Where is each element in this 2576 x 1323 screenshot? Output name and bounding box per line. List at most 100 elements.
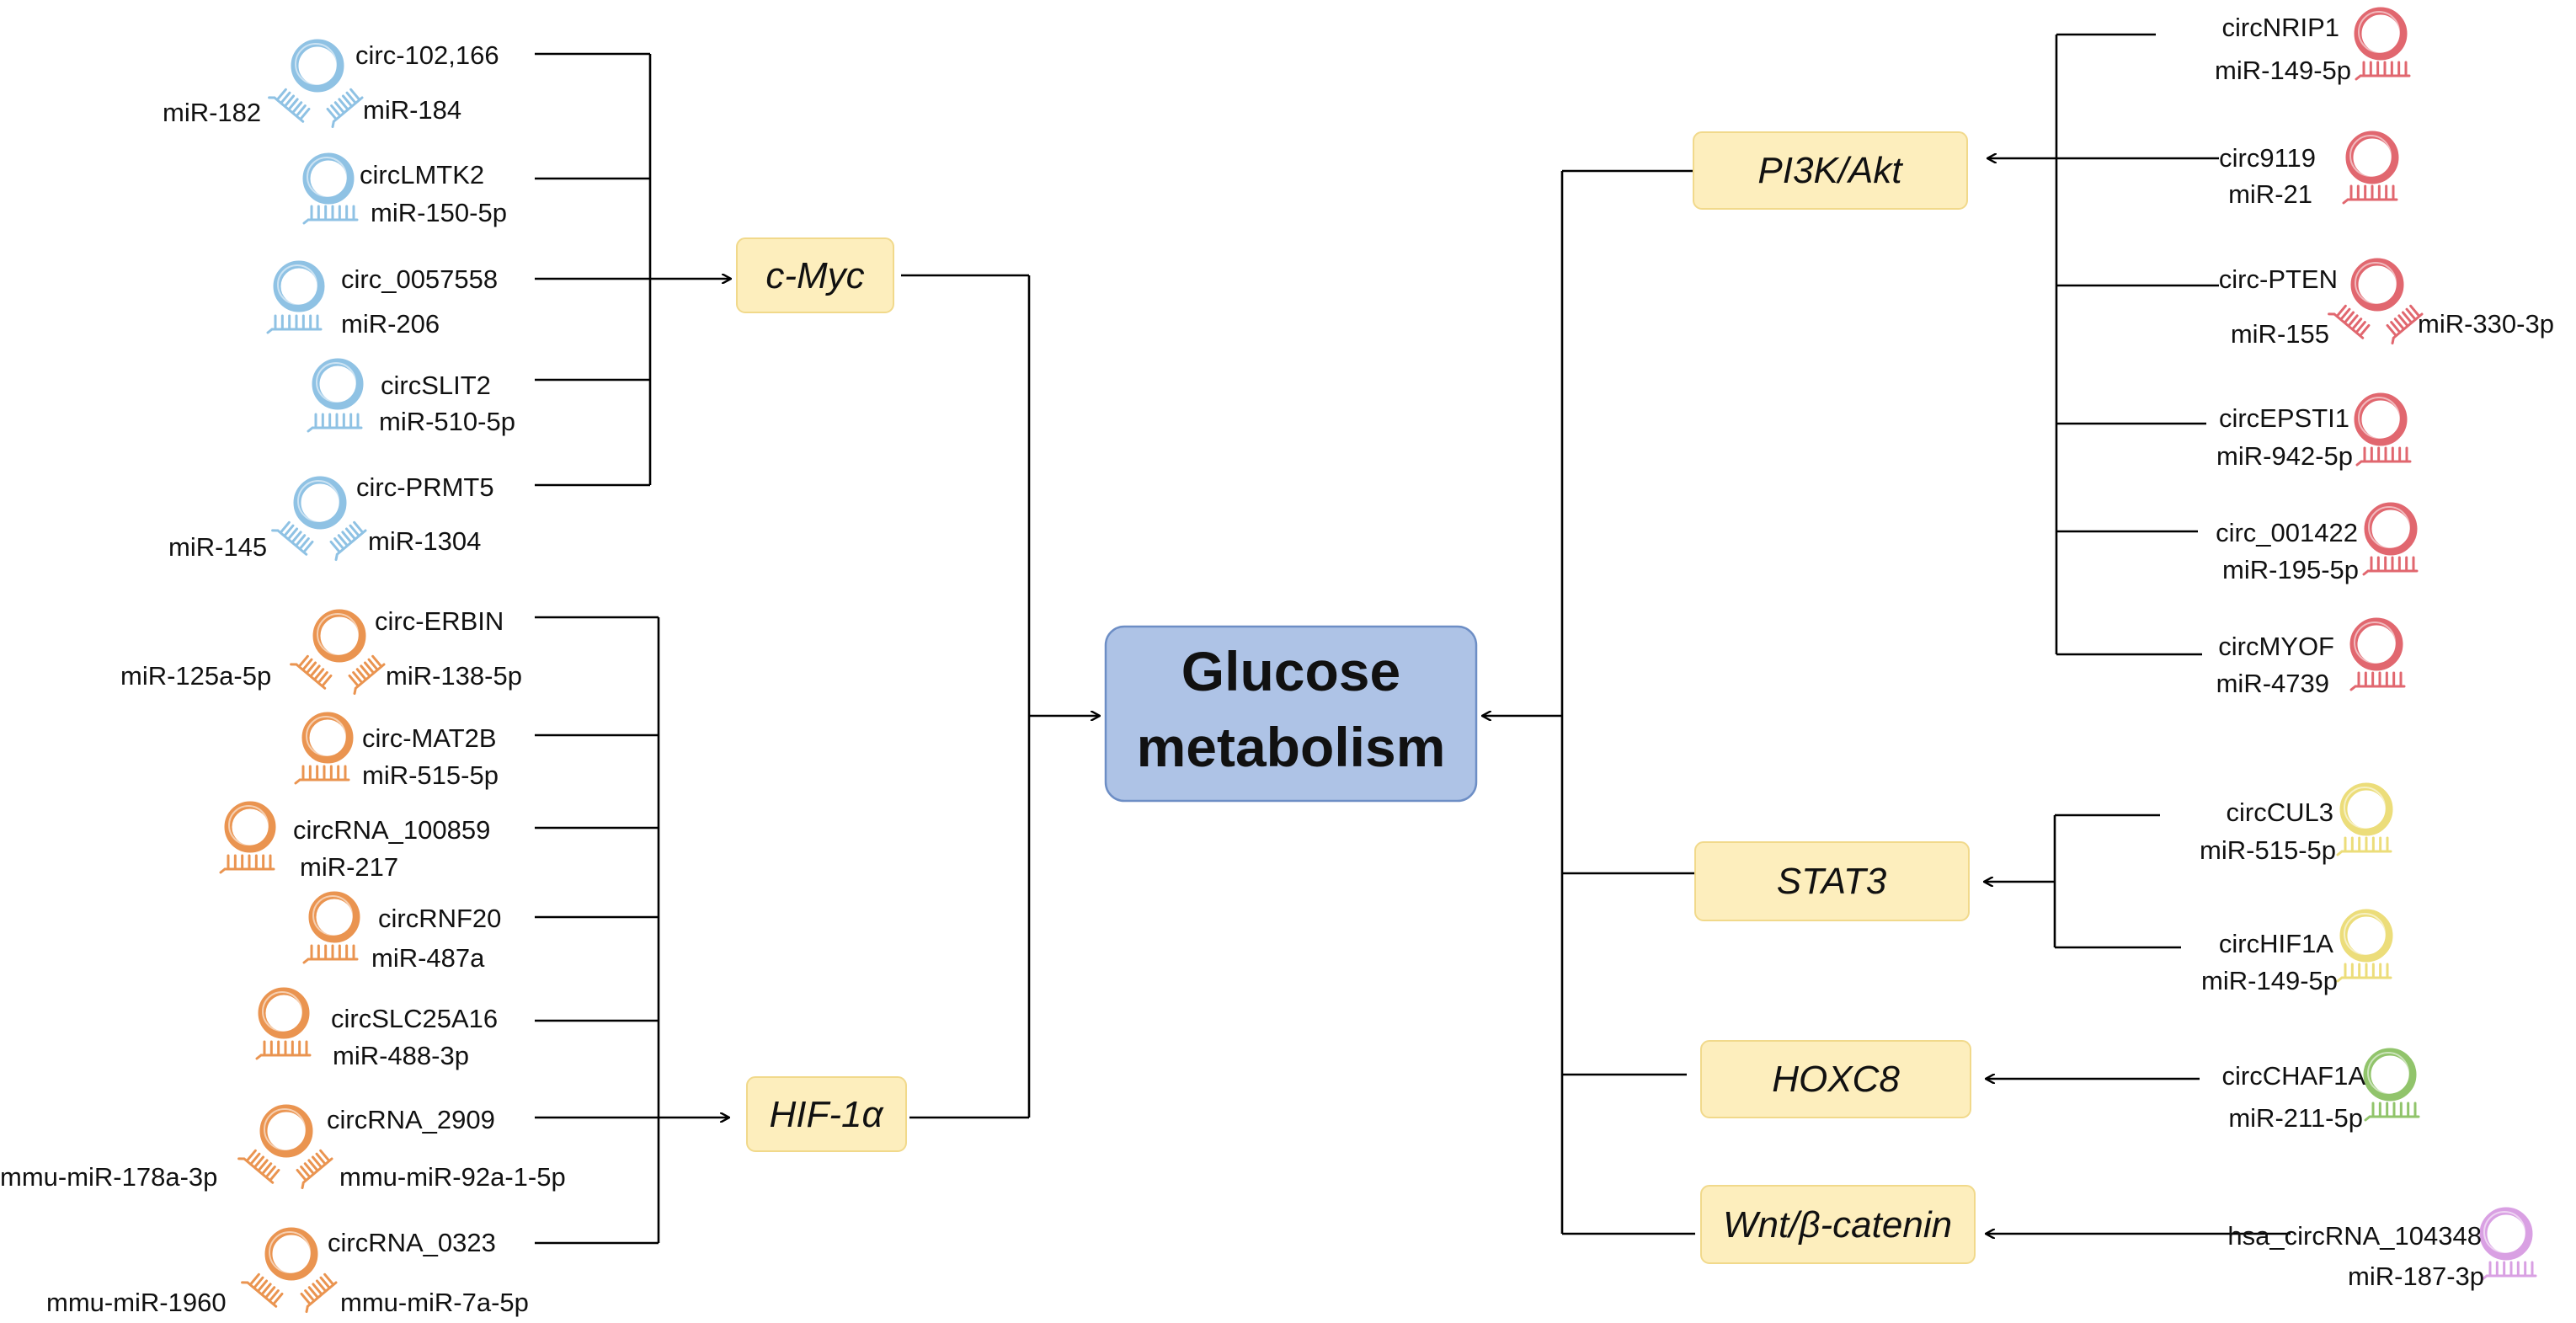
mirna-label: mmu-miR-92a-1-5p	[339, 1162, 566, 1192]
circrna-ring-icon	[2345, 131, 2399, 184]
circrna-ring-icon	[312, 358, 364, 410]
mirna-comb-icon	[219, 854, 275, 874]
mirna-comb-icon	[255, 1040, 312, 1060]
mirna-comb-icon	[2362, 556, 2419, 576]
circ-label: circ-PTEN	[2219, 264, 2338, 294]
circ-label: circ_001422	[2216, 518, 2358, 547]
mirna-label: miR-1304	[368, 526, 481, 556]
mirna-comb-icon	[2386, 304, 2424, 345]
mirna-comb-icon	[290, 654, 333, 690]
circrna-ring-icon	[2363, 1048, 2417, 1102]
mirna-comb-icon	[2355, 61, 2411, 81]
circrna-ring-icon	[301, 712, 354, 764]
center-label-line1: Glucose	[1181, 640, 1400, 702]
mirna-label: miR-149-5p	[2201, 966, 2338, 995]
circ-label: hsa_circRNA_104348	[2227, 1221, 2482, 1251]
mirna-label: miR-515-5p	[362, 760, 499, 790]
mirna-label: miR-488-3p	[333, 1041, 469, 1070]
mirna-label: mmu-miR-178a-3p	[0, 1162, 217, 1192]
circrna-ring-icon	[308, 891, 360, 943]
pathway-stat3-label: STAT3	[1777, 861, 1887, 902]
mirna-comb-icon	[268, 88, 311, 123]
mirna-comb-icon	[300, 1272, 338, 1314]
circrna-ring-icon	[302, 152, 355, 205]
pathway-wnt-label: Wnt/β-catenin	[1723, 1204, 1952, 1246]
mirna-label: miR-150-5p	[371, 198, 507, 227]
circ-group-cmyc: circ-102,166 miR-182 miR-184 circLMTK2 m…	[163, 39, 515, 562]
mirna-comb-icon	[294, 765, 350, 785]
mirna-label: miR-217	[300, 852, 398, 882]
mirna-label: mmu-miR-7a-5p	[340, 1288, 529, 1317]
mirna-label: miR-145	[168, 532, 267, 562]
circrna-ring-icon	[259, 1104, 313, 1158]
circrna-ring-icon	[2364, 502, 2418, 556]
mirna-comb-icon	[237, 1149, 280, 1184]
mirna-label: miR-155	[2231, 319, 2329, 349]
circ-group-stat3: circCUL3 miR-515-5p circHIF1A miR-149-5p	[2200, 782, 2393, 995]
mirna-label: miR-206	[341, 309, 440, 339]
circ-label: circ9119	[2219, 143, 2316, 173]
circ-label: circ-ERBIN	[375, 606, 504, 636]
circ-label: circRNA_100859	[293, 815, 490, 845]
mirna-label: miR-487a	[371, 943, 485, 973]
mirna-label: miR-21	[2228, 179, 2312, 209]
circrna-ring-icon	[2354, 392, 2408, 446]
mirna-label: mmu-miR-1960	[46, 1288, 227, 1317]
circ-label: circ-102,166	[355, 40, 499, 70]
mirna-comb-icon	[348, 654, 386, 696]
mirna-comb-icon	[2349, 671, 2406, 691]
mirna-comb-icon	[2328, 304, 2371, 339]
circ-label: circCUL3	[2227, 798, 2333, 827]
pathway-hoxc8: HOXC8	[1700, 1040, 1971, 1118]
mirna-comb-icon	[296, 1149, 333, 1190]
mirna-label: miR-184	[363, 95, 461, 125]
circ-label: circRNF20	[378, 904, 501, 933]
pathway-wnt: Wnt/β-catenin	[1700, 1185, 1976, 1264]
mirna-label: miR-125a-5p	[120, 661, 271, 691]
pathway-cmyc: c-Myc	[736, 237, 894, 313]
mirna-comb-icon	[2336, 836, 2392, 856]
mirna-label: miR-211-5p	[2228, 1103, 2363, 1133]
mirna-label: miR-182	[163, 98, 261, 127]
center-node: Glucose metabolism	[1104, 625, 1478, 803]
circrna-ring-icon	[264, 1227, 318, 1281]
circrna-ring-icon	[2479, 1207, 2533, 1261]
circ-group-hif1a: circ-ERBIN miR-125a-5p miR-138-5p circ-M…	[0, 606, 566, 1317]
mirna-label: miR-942-5p	[2216, 441, 2353, 471]
circrna-ring-icon	[273, 260, 325, 312]
mirna-label: miR-138-5p	[386, 661, 522, 691]
circrna-groups: circ-102,166 miR-182 miR-184 circLMTK2 m…	[0, 7, 2554, 1317]
mirna-comb-icon	[326, 88, 364, 129]
pathway-cmyc-label: c-Myc	[765, 255, 864, 296]
mirna-comb-icon	[2355, 446, 2412, 467]
mirna-comb-icon	[2336, 963, 2392, 983]
mirna-comb-icon	[302, 205, 359, 225]
circrna-ring-icon	[2354, 7, 2408, 61]
circ-label: circSLIT2	[381, 371, 491, 400]
circrna-ring-icon	[2350, 258, 2404, 312]
mirna-comb-icon	[271, 520, 314, 556]
circrna-ring-icon	[293, 476, 347, 530]
mirna-comb-icon	[307, 413, 363, 433]
circ-label: circ_0057558	[341, 264, 498, 294]
pathway-stat3: STAT3	[1694, 841, 1970, 921]
mirna-label: miR-195-5p	[2222, 555, 2359, 584]
circrna-ring-icon	[291, 39, 344, 93]
circ-label: circ-MAT2B	[362, 723, 497, 753]
pathway-hoxc8-label: HOXC8	[1772, 1059, 1900, 1100]
mirna-comb-icon	[2481, 1261, 2537, 1281]
circ-label: circSLC25A16	[331, 1004, 498, 1033]
circ-label: circHIF1A	[2219, 929, 2333, 958]
circ-label: circRNA_0323	[328, 1228, 496, 1257]
mirna-label: miR-149-5p	[2215, 56, 2351, 85]
center-label-line2: metabolism	[1137, 716, 1446, 778]
mirna-label: miR-187-3p	[2348, 1262, 2484, 1291]
circ-group-hoxc8: circCHAF1A miR-211-5p	[2221, 1048, 2420, 1133]
circrna-ring-icon	[2349, 617, 2403, 671]
circ-group-pi3k: circNRIP1 miR-149-5p circ9119 miR-21 cir…	[2215, 7, 2554, 698]
mirna-label: miR-330-3p	[2418, 309, 2554, 339]
mirna-label: miR-4739	[2216, 669, 2329, 698]
mirna-comb-icon	[302, 944, 359, 964]
mirna-comb-icon	[2342, 184, 2398, 205]
circ-label: circEPSTI1	[2219, 403, 2349, 433]
